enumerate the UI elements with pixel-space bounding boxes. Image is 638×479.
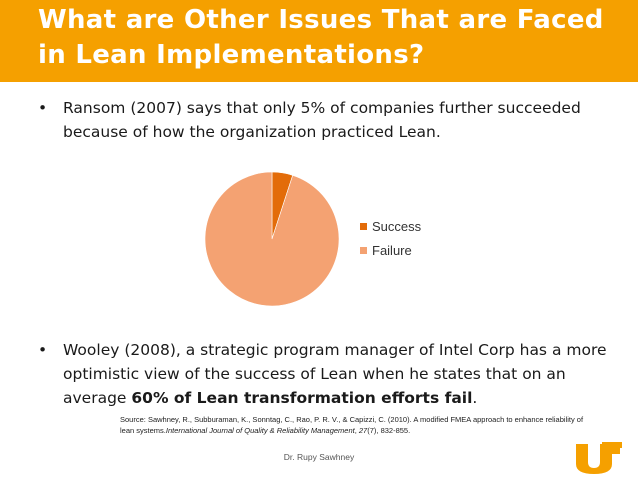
bullet-wooley-emphasis: 60% of Lean transformation efforts fail: [131, 389, 473, 407]
slide-title: What are Other Issues That are Faced in …: [38, 5, 604, 70]
source-volume: 27: [358, 426, 368, 435]
bullet-wooley-text: Wooley (2008), a strategic program manag…: [63, 338, 608, 410]
bullet-ransom: • Ransom (2007) says that only 5% of com…: [38, 96, 608, 144]
source-separator: ,: [354, 426, 359, 435]
bullet-dot: •: [38, 99, 48, 117]
legend-swatch-success: [360, 222, 367, 230]
bullet-dot: •: [38, 341, 48, 359]
footer-presenter: Dr. Rupy Sawhney: [283, 452, 355, 462]
bullet-ransom-text: Ransom (2007) says that only 5% of compa…: [63, 99, 581, 141]
bullet-wooley-suffix: .: [472, 389, 478, 407]
legend-item-success: Success: [360, 214, 421, 238]
bullet-wooley: • Wooley (2008), a strategic program man…: [38, 338, 608, 410]
legend-label-success: Success: [372, 218, 422, 234]
chart-legend: Success Failure: [360, 214, 421, 262]
pie-slice-failure: [204, 171, 340, 307]
source-label: Source:: [120, 415, 148, 424]
bullet-wooley-prefix: Wooley (2008), a strategic program manag…: [63, 341, 607, 407]
ut-logo: [576, 442, 622, 474]
source-citation: Source: Sawhney, R., Subburaman, K., Son…: [120, 414, 590, 436]
legend-swatch-failure: [360, 246, 367, 254]
legend-item-failure: Failure: [360, 238, 421, 262]
source-journal: International Journal of Quality & Relia…: [165, 426, 355, 435]
source-pages: (7), 832-855.: [367, 426, 411, 435]
title-bar: [0, 0, 638, 82]
source-authors: Sawhney, R., Subburaman, K., Sonntag, C.…: [120, 415, 584, 435]
legend-label-failure: Failure: [372, 242, 412, 258]
